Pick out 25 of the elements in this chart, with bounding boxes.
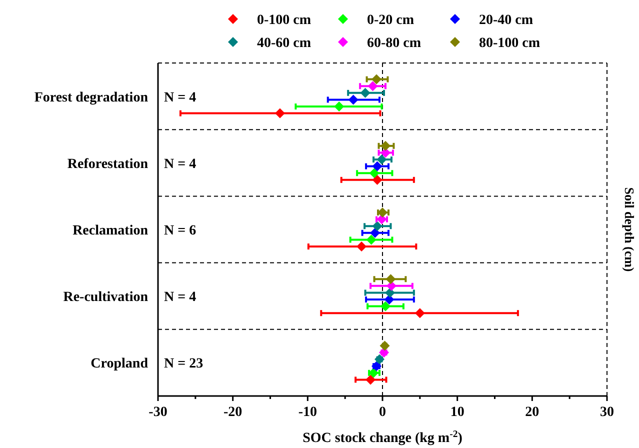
x-tick-label: 10 (450, 405, 464, 420)
x-tick-label: 0 (379, 405, 386, 420)
y2-axis-title: Soil depth (cm) (622, 187, 637, 272)
legend-label: 40-60 cm (257, 36, 312, 51)
x-axis-title: SOC stock change (kg m$^{-2}$) (302, 428, 463, 446)
x-tick-label: 20 (525, 405, 540, 420)
legend-label: 20-40 cm (479, 13, 534, 28)
y-tick-label: Re-cultivation (63, 290, 148, 306)
annotation: N = 23 (164, 356, 204, 372)
annotation: N = 6 (164, 224, 196, 238)
annotation: N = 4 (164, 290, 196, 306)
x-tick-label: -20 (223, 405, 242, 420)
legend-label: 0-20 cm (367, 13, 414, 28)
y-tick-label: Reforestation (67, 156, 148, 172)
y-tick-label: Cropland (90, 356, 148, 372)
legend-label: 0-100 cm (257, 13, 312, 28)
annotation: N = 4 (164, 90, 196, 106)
annotation: N = 4 (164, 156, 196, 172)
x-tick-label: -30 (148, 405, 168, 420)
y-tick-label: Reclamation (72, 224, 148, 238)
x-tick-label: 30 (600, 405, 614, 420)
x-tick-label: -10 (298, 405, 318, 420)
y-tick-label: Forest degradation (34, 90, 148, 106)
legend-label: 80-100 cm (479, 36, 540, 51)
legend-label: 60-80 cm (367, 36, 422, 51)
